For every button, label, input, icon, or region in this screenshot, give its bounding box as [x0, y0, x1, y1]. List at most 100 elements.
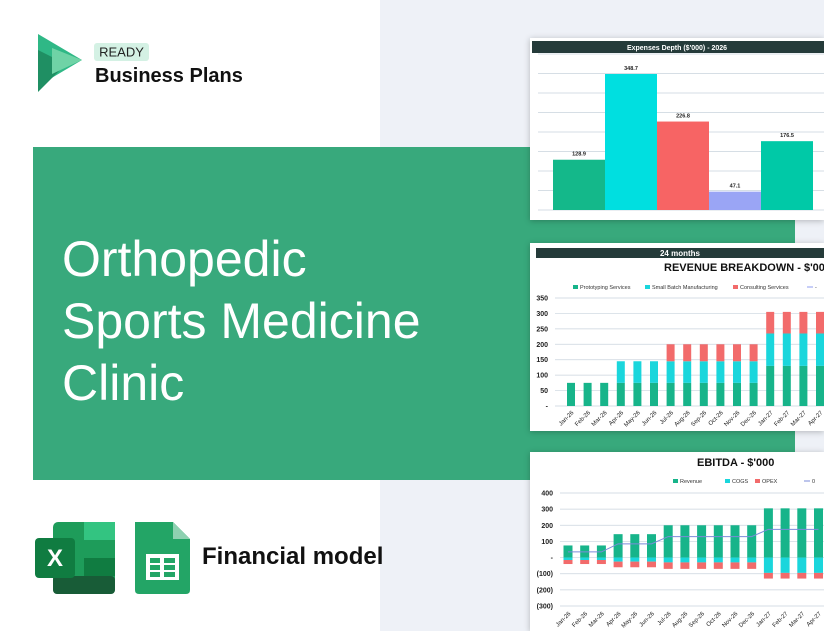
- value-label: 348.7: [624, 66, 638, 72]
- title-line: Sports Medicine: [62, 293, 421, 349]
- bar-segment: [713, 525, 723, 558]
- bar-segment: [763, 572, 773, 579]
- bar-segment: [716, 344, 725, 362]
- bar-segment: [730, 557, 740, 563]
- bar-segment: [799, 311, 808, 334]
- value-label: 128.9: [572, 152, 586, 158]
- bar-segment: [747, 557, 757, 563]
- title-line: Clinic: [62, 355, 185, 411]
- badge: READY: [99, 45, 144, 60]
- bar-segment: [647, 534, 656, 558]
- x-tick-label: Apr-27: [807, 410, 824, 427]
- bar-segment: [799, 333, 808, 366]
- y-tick-label: (100): [537, 571, 553, 578]
- bar-segment: [663, 525, 673, 558]
- bar-segment: [733, 361, 741, 383]
- bar-segment: [596, 557, 606, 560]
- bar-segment: [647, 557, 656, 562]
- y-tick-label: 150: [536, 357, 548, 364]
- bar: [709, 191, 761, 210]
- bar-segment: [799, 365, 808, 406]
- bar-segment: [683, 344, 692, 362]
- value-label: 176.5: [780, 133, 794, 139]
- legend-swatch: [573, 285, 578, 289]
- bar-segment: [730, 525, 740, 558]
- legend-swatch: [725, 479, 730, 483]
- x-tick-label: Mar-26: [588, 611, 606, 629]
- x-tick-label: Dec-26: [738, 611, 756, 629]
- x-tick-label: Apr-27: [806, 611, 823, 628]
- bar-segment: [563, 559, 573, 565]
- bar-segment: [816, 365, 824, 406]
- bar-segment: [766, 311, 775, 334]
- legend-swatch: [733, 285, 738, 289]
- bar-segment: [583, 382, 592, 406]
- chart-panel: EBITDA - $'000 (300) (200) (100) - 100 200 300 4…: [530, 452, 824, 631]
- bar-segment: [780, 572, 790, 579]
- title: Orthopedic Sports Medicine Clinic: [62, 228, 421, 414]
- x-tick-label: Jan-26: [558, 410, 576, 428]
- bar-segment: [630, 557, 640, 562]
- x-tick-label: Nov-26: [723, 410, 741, 428]
- line: [568, 528, 819, 553]
- bar-segment: [699, 361, 708, 383]
- chart-panel: Expenses Depth ($'000) - 2026 128.9 348.7 2…: [530, 38, 824, 220]
- bar-segment: [650, 382, 658, 406]
- bar-segment: [699, 382, 708, 406]
- y-tick-label: 100: [536, 373, 548, 380]
- bar-segment: [713, 557, 723, 563]
- bar-segment: [680, 557, 690, 563]
- bar-segment: [630, 561, 640, 568]
- bar-segment: [630, 534, 640, 558]
- chart-header: [536, 248, 824, 258]
- bar-segment: [749, 382, 758, 406]
- bar-segment: [766, 333, 775, 366]
- chart: 24 months REVENUE BREAKDOWN - $'000 - 50 100…: [536, 248, 824, 429]
- legend-label: Small Batch Manufacturing: [652, 285, 718, 291]
- bar-segment: [613, 561, 623, 568]
- x-tick-label: Feb-27: [772, 611, 790, 629]
- x-tick-label: Jan-26: [555, 611, 573, 629]
- bar-segment: [780, 557, 790, 573]
- legend-label: COGS: [732, 479, 749, 485]
- chart: EBITDA - $'000 (300) (200) (100) - 100 200 300 4…: [537, 457, 824, 630]
- bar-segment: [716, 361, 725, 383]
- bar-segment: [616, 382, 625, 406]
- bar-segment: [580, 559, 590, 565]
- bar-segment: [730, 562, 740, 569]
- bar-segment: [580, 557, 590, 560]
- value-label: 226.8: [676, 114, 690, 120]
- bar-segment: [816, 333, 824, 366]
- bar-segment: [633, 382, 642, 406]
- bar-segment: [680, 562, 690, 569]
- bar-segment: [797, 508, 807, 558]
- excel-letter: X: [47, 545, 63, 572]
- x-tick-label: Feb-26: [571, 611, 589, 629]
- bar-segment: [666, 361, 675, 383]
- x-tick-label: Mar-27: [790, 410, 808, 428]
- bar-segment: [797, 572, 807, 579]
- y-tick-label: (200): [537, 587, 553, 594]
- x-tick-label: Mar-27: [789, 611, 807, 629]
- bar-segment: [613, 534, 623, 558]
- y-tick-label: 200: [536, 342, 548, 349]
- bar-segment: [616, 361, 625, 383]
- x-tick-label: Jan-27: [757, 410, 775, 428]
- bar-segment: [666, 344, 675, 362]
- x-tick-label: Feb-26: [574, 410, 592, 428]
- bar-segment: [797, 557, 807, 573]
- bar-segment: [747, 562, 757, 569]
- x-tick-label: Feb-27: [774, 410, 792, 428]
- x-tick-label: Mar-26: [591, 410, 609, 428]
- bar-segment: [766, 365, 775, 406]
- bar-segment: [613, 557, 623, 562]
- y-tick-label: 200: [541, 523, 553, 530]
- legend-label: Revenue: [680, 479, 702, 485]
- icons: X: [35, 522, 190, 594]
- bar-segment: [716, 382, 725, 406]
- footer: Financial model: [202, 543, 384, 570]
- bar-segment: [782, 333, 791, 366]
- y-tick-label: 350: [536, 296, 548, 303]
- chart-panel: 24 months REVENUE BREAKDOWN - $'000 - 50 100…: [530, 243, 824, 431]
- legend-swatch: [755, 479, 760, 483]
